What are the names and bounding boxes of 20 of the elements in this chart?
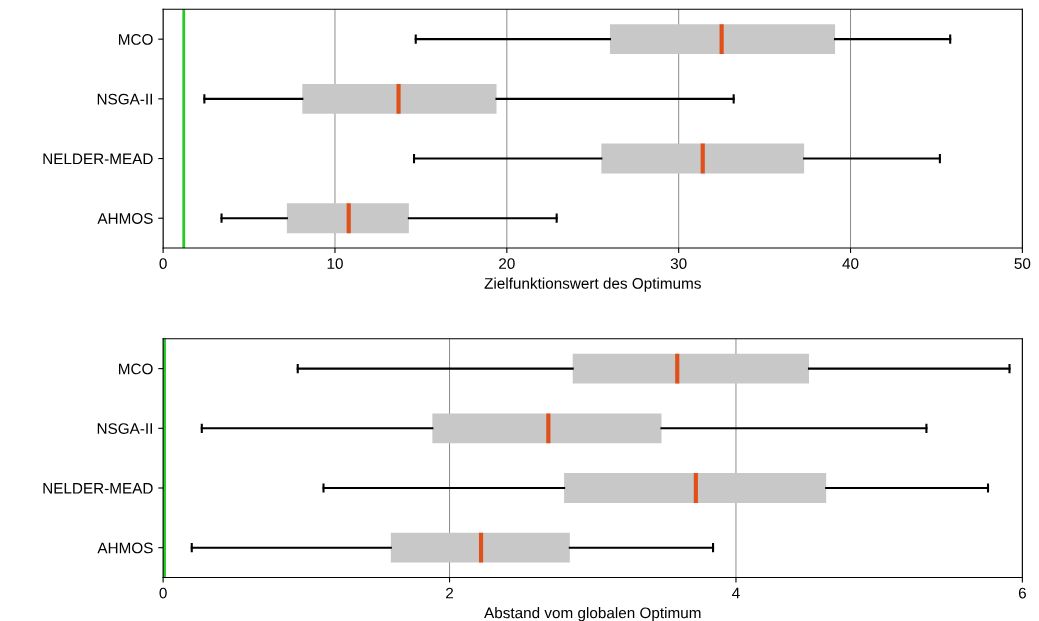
y-tick-label: MCO — [119, 363, 153, 375]
x-tick-label: 0 — [159, 258, 167, 270]
x-axis-title: Abstand vom globalen Optimum — [484, 607, 701, 621]
y-tick-label: AHMOS — [97, 542, 153, 554]
x-tick-label: 10 — [327, 258, 343, 270]
x-axis-title: Zielfunktionswert des Optimums — [484, 277, 701, 292]
y-tick-label: NSGA-II — [97, 93, 152, 105]
x-tick-label: 2 — [446, 587, 454, 599]
x-tick-label: 4 — [732, 587, 740, 599]
y-tick-label: NELDER-MEAD — [43, 483, 153, 494]
y-tick-label: NSGA-II — [97, 423, 152, 434]
y-tick-label: AHMOS — [97, 213, 153, 224]
y-tick-label: NELDER-MEAD — [43, 153, 153, 165]
x-tick-label: 40 — [842, 258, 859, 270]
x-tick-label: 0 — [159, 587, 167, 599]
x-tick-label: 50 — [1014, 258, 1031, 270]
x-tick-label: 30 — [670, 258, 687, 270]
y-tick-label: MCO — [119, 34, 153, 45]
x-tick-label: 6 — [1018, 587, 1026, 599]
x-tick-label: 20 — [499, 258, 515, 270]
